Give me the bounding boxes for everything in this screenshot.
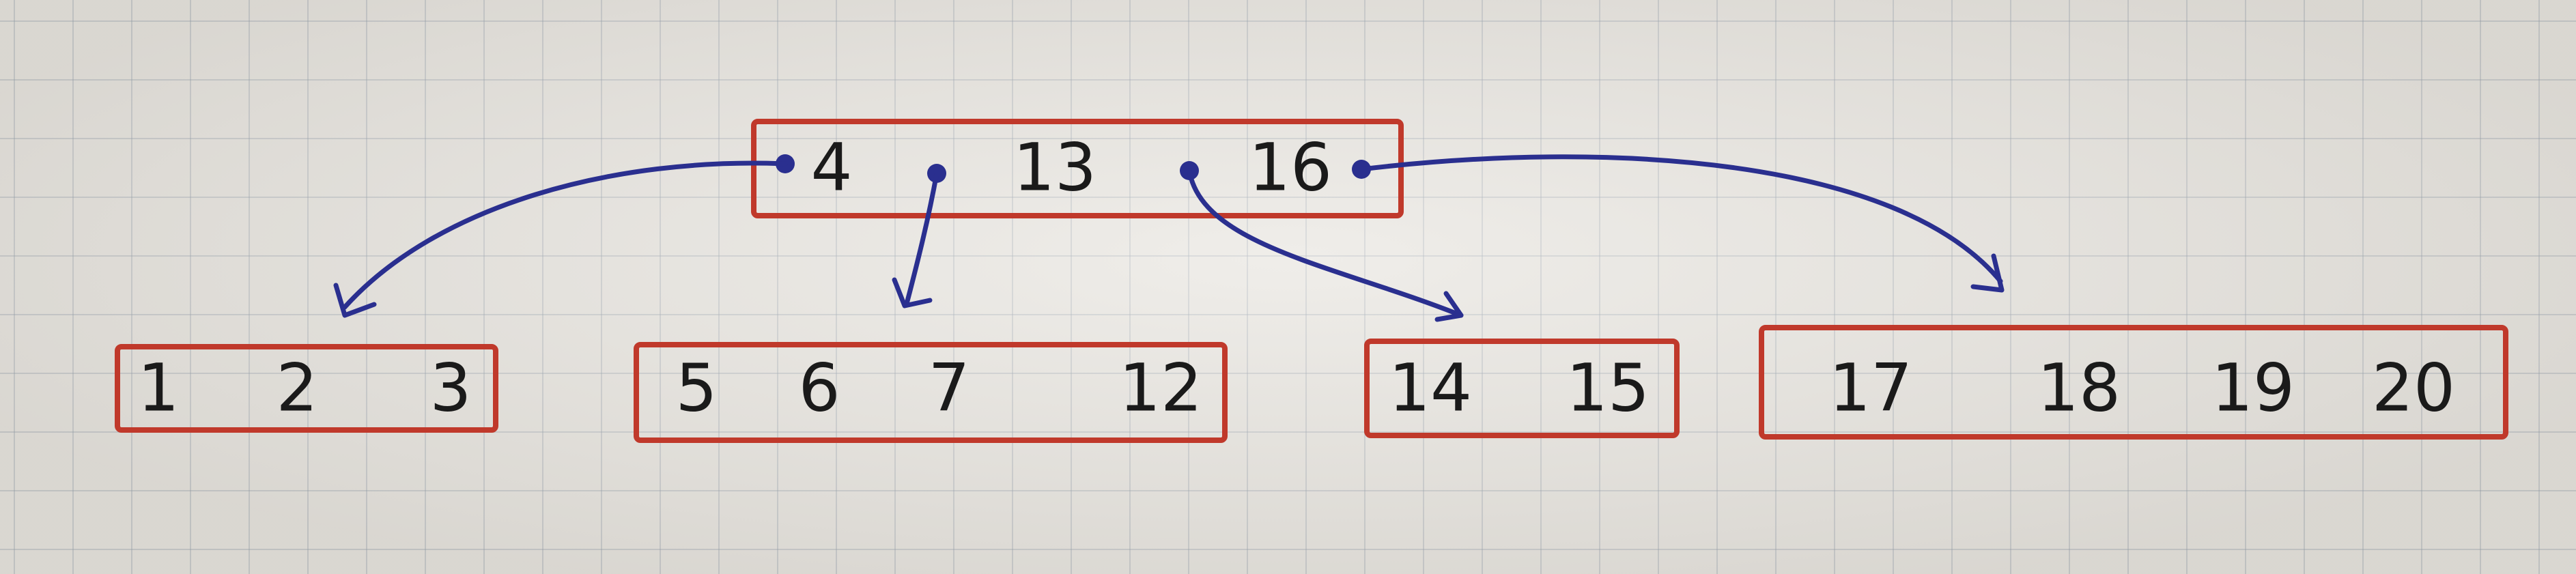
child-4-key-2: 18 (2037, 349, 2121, 426)
child-4-key-1: 17 (1829, 349, 1912, 426)
child-node-4: 17 18 19 20 (1759, 325, 2508, 440)
child-node-1: 1 2 3 (115, 344, 498, 433)
root-key-1: 4 (810, 129, 852, 205)
pointer-to-child-1 (333, 154, 795, 318)
child-node-3-box (1364, 339, 1680, 438)
pointer-3-line (1187, 168, 1464, 318)
child-node-2-box (634, 342, 1228, 443)
child-1-key-1: 1 (137, 349, 179, 426)
child-2-key-2: 6 (798, 349, 840, 426)
child-2-key-3: 7 (928, 349, 969, 426)
root-node-box (751, 119, 1404, 218)
child-2-key-4: 12 (1119, 349, 1202, 426)
root-key-3: 16 (1249, 129, 1332, 205)
child-1-key-3: 3 (429, 349, 471, 426)
pointer-2-arrowhead (892, 277, 933, 308)
child-2-key-1: 5 (675, 349, 717, 426)
child-4-key-3: 19 (2211, 349, 2295, 426)
child-3-key-2: 15 (1566, 349, 1650, 426)
pointer-3-arrowhead (1434, 291, 1464, 322)
child-3-key-1: 14 (1389, 349, 1472, 426)
pointer-1-arrowhead (333, 283, 377, 318)
pointer-4-arrowhead (1970, 253, 2005, 293)
child-node-4-box (1759, 325, 2508, 440)
root-key-2: 13 (1013, 129, 1096, 205)
pointer-4-line (1359, 154, 2003, 284)
pointer-to-child-2 (892, 164, 946, 308)
child-node-3: 14 15 (1364, 339, 1680, 438)
child-node-1-box (115, 344, 498, 433)
child-1-key-2: 2 (276, 349, 317, 426)
pointer-2-line (904, 171, 939, 306)
root-node: 4 13 16 (751, 119, 1404, 218)
child-4-key-4: 20 (2372, 349, 2455, 426)
pointer-1-line (342, 160, 788, 310)
pointer-to-child-3 (1180, 161, 1464, 322)
child-node-2: 5 6 7 12 (634, 342, 1228, 443)
pointer-to-child-4 (1352, 154, 2005, 293)
